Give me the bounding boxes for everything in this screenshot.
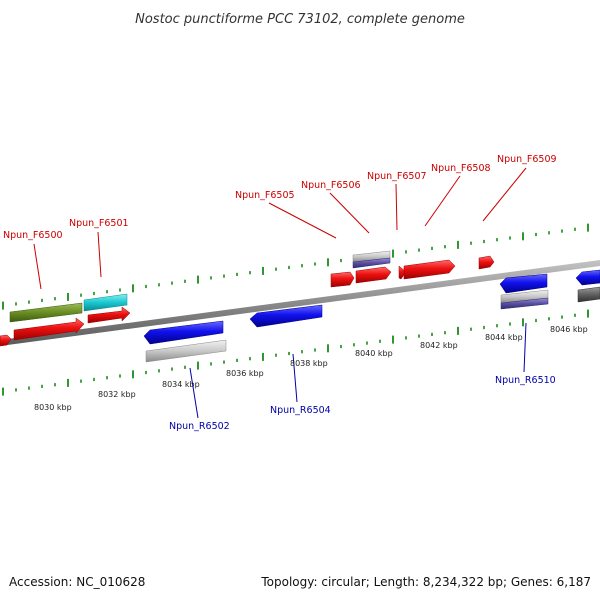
upper-tick-track: [2, 223, 589, 310]
gene-arrow[interactable]: [0, 334, 12, 347]
gene-arrow[interactable]: [355, 266, 392, 284]
gene-arrow[interactable]: [398, 265, 407, 280]
gene-arrow[interactable]: [145, 339, 227, 363]
gene-label[interactable]: Npun_R6504: [270, 405, 331, 416]
scale-label: 8030 kbp: [34, 403, 72, 412]
reverse-strand-features: [143, 269, 600, 363]
gene-label[interactable]: Npun_R6510: [495, 375, 556, 386]
scale-label: 8046 kbp: [550, 325, 588, 334]
gene-label[interactable]: Npun_F6506: [301, 180, 361, 191]
gene-label[interactable]: Npun_F6508: [431, 163, 491, 174]
gene-label[interactable]: Npun_R6502: [169, 421, 230, 432]
gene-arrow[interactable]: [83, 293, 128, 312]
map-title: Nostoc punctiforme PCC 73102, complete g…: [135, 12, 465, 27]
gene-arrow[interactable]: [143, 320, 224, 345]
forward-gene-labels: Npun_F6500 Npun_F6501 Npun_F6505 Npun_F6…: [3, 154, 557, 241]
gene-arrow[interactable]: [499, 273, 548, 294]
scale-label: 8044 kbp: [485, 333, 523, 342]
scale-label: 8036 kbp: [226, 369, 264, 378]
scale-label: 8034 kbp: [162, 380, 200, 389]
gene-arrow[interactable]: [478, 255, 495, 270]
reverse-leader-lines: [189, 322, 527, 419]
scale-labels: 8030 kbp 8032 kbp 8034 kbp 8036 kbp 8038…: [34, 325, 588, 412]
scale-label: 8038 kbp: [290, 359, 328, 368]
gene-label[interactable]: Npun_F6509: [497, 154, 557, 165]
gene-arrow[interactable]: [249, 304, 323, 328]
gene-arrow[interactable]: [575, 269, 600, 286]
genome-backbone: [0, 260, 600, 346]
gene-arrow[interactable]: [403, 259, 456, 280]
lower-tick-track: [2, 309, 589, 396]
topology-text: Topology: circular; Length: 8,234,322 bp…: [260, 575, 591, 589]
gene-label[interactable]: Npun_F6501: [69, 218, 129, 229]
scale-label: 8032 kbp: [98, 390, 136, 399]
forward-strand-features: [0, 250, 495, 347]
gene-arrow[interactable]: [500, 297, 549, 310]
gene-arrow[interactable]: [352, 257, 391, 269]
gene-label[interactable]: Npun_F6500: [3, 230, 63, 241]
gene-label[interactable]: Npun_F6505: [235, 190, 295, 201]
gene-arrow[interactable]: [13, 317, 85, 341]
gene-arrow[interactable]: [577, 286, 600, 303]
gene-arrow[interactable]: [9, 302, 83, 323]
accession-text: Accession: NC_010628: [9, 575, 145, 589]
reverse-gene-labels: Npun_R6502 Npun_R6504 Npun_R6510: [169, 375, 556, 432]
scale-label: 8042 kbp: [420, 341, 458, 350]
forward-leader-lines: [33, 167, 527, 290]
gene-label[interactable]: Npun_F6507: [367, 171, 427, 182]
gene-arrow[interactable]: [87, 306, 131, 324]
gene-arrow[interactable]: [330, 271, 355, 288]
scale-label: 8040 kbp: [355, 349, 393, 358]
